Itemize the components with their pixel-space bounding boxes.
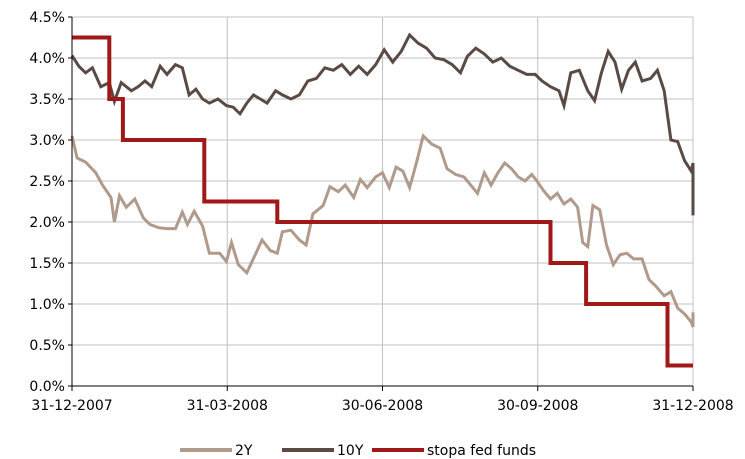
y-tick-label: 4.5%	[29, 10, 65, 26]
legend: 2Y 10Y stopa fed funds	[180, 443, 536, 459]
y-tick-label: 0.0%	[29, 379, 65, 395]
x-tick-label: 31-12-2008	[652, 398, 733, 414]
x-axis: 31-12-2007 31-03-2008 30-06-2008 30-09-2008…	[31, 386, 734, 414]
y-tick-label: 3.5%	[29, 92, 65, 108]
series-layer	[70, 32, 695, 368]
legend-label-1: 10Y	[337, 443, 364, 459]
y-tick-label: 0.5%	[29, 338, 65, 354]
x-tick-label: 31-12-2007	[31, 398, 112, 414]
y-tick-label: 1.0%	[29, 297, 65, 313]
y-tick-label: 1.5%	[29, 256, 65, 272]
series-line-2	[72, 35, 693, 368]
y-tick-label: 4.0%	[29, 51, 65, 67]
series-line-1	[70, 32, 695, 216]
y-tick-label: 3.0%	[29, 133, 65, 149]
y-axis: 0.0% 0.5% 1.0% 1.5% 2.0% 2.5% 3.0% 3.5% 4.0% 4.5%	[29, 10, 72, 395]
legend-label-0: 2Y	[235, 443, 253, 459]
x-tick-label: 30-09-2008	[497, 398, 578, 414]
y-tick-label: 2.5%	[29, 174, 65, 190]
series-line-0	[70, 133, 695, 328]
legend-label-2: stopa fed funds	[427, 443, 536, 459]
y-tick-label: 2.0%	[29, 215, 65, 231]
x-tick-label: 31-03-2008	[187, 398, 268, 414]
x-tick-label: 30-06-2008	[342, 398, 423, 414]
